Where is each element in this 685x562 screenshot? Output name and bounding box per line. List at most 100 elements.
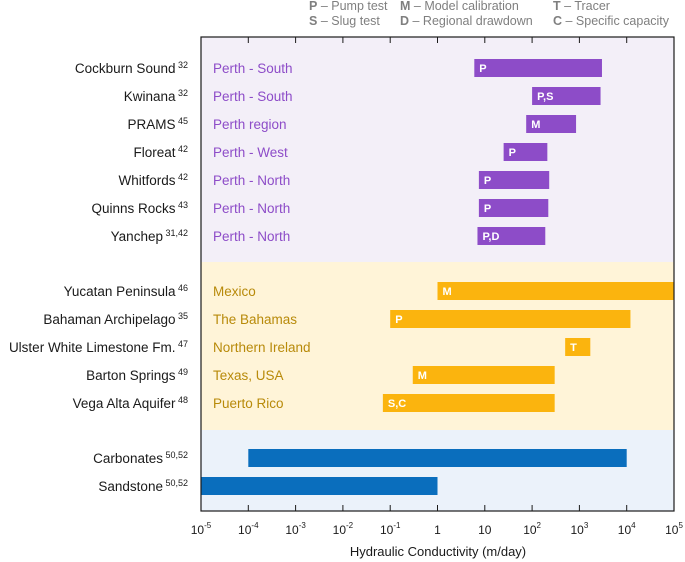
x-tick-base: 10 [333, 523, 347, 537]
x-tick-label: 103 [570, 521, 588, 537]
dataset-label: Yanchep 31,42 [111, 228, 188, 244]
x-tick-label: 105 [665, 521, 683, 537]
x-tick-label: 1 [434, 523, 441, 537]
x-tick-label: 10 [478, 523, 492, 537]
dataset-ref: 50,52 [163, 478, 188, 488]
legend-entry: S – Slug test [309, 14, 380, 28]
location-label: Perth - South [213, 61, 293, 76]
legend-text: – Slug test [317, 14, 380, 28]
bar-barton-springs [412, 366, 555, 384]
x-tick-base: 10 [665, 523, 679, 537]
bar-method-label: P [479, 63, 486, 75]
dataset-label: PRAMS 45 [127, 116, 188, 132]
dataset-name: Floreat [133, 145, 175, 160]
dataset-label: Quinns Rocks 43 [91, 200, 188, 216]
legend-key: S [309, 14, 317, 28]
location-label: The Bahamas [213, 312, 297, 327]
location-label: Mexico [213, 284, 256, 299]
x-tick-label: 10-4 [238, 521, 259, 537]
x-tick-exponent: -2 [346, 521, 354, 530]
dataset-label: Cockburn Sound 32 [75, 60, 188, 76]
location-label: Perth - North [213, 173, 290, 188]
bar-method-label: M [531, 119, 540, 131]
bar-vega-alta-aquifer [382, 394, 555, 412]
legend-entry: T – Tracer [553, 0, 610, 13]
x-tick-base: 1 [434, 523, 441, 537]
x-tick-base: 10 [570, 523, 584, 537]
bar-kwinana [532, 87, 601, 105]
group-backgrounds [201, 37, 674, 511]
bar-method-label: P,D [482, 231, 499, 243]
legend-key: M [400, 0, 410, 13]
legend-key: D [400, 14, 409, 28]
bar-sandstone [201, 477, 438, 495]
bar-floreat [503, 143, 548, 161]
x-axis-title: Hydraulic Conductivity (m/day) [350, 544, 526, 559]
location-label: Northern Ireland [213, 340, 311, 355]
dataset-label: Yucatan Peninsula 46 [64, 283, 188, 299]
dataset-name: Carbonates [93, 451, 163, 466]
dataset-ref: 47 [175, 339, 188, 349]
location-label: Perth - North [213, 229, 290, 244]
x-tick-exponent: -5 [204, 521, 212, 530]
dataset-ref: 32 [175, 88, 188, 98]
location-label: Perth - South [213, 89, 293, 104]
x-tick-base: 10 [191, 523, 205, 537]
bar-method-label: M [418, 370, 427, 382]
bar-bahaman-archipelago [390, 310, 631, 328]
bar-ulster-white-limestone-fm- [565, 338, 591, 356]
dataset-name: Cockburn Sound [75, 61, 176, 76]
x-tick-exponent: -4 [251, 521, 259, 530]
x-tick-base: 10 [618, 523, 632, 537]
dataset-ref: 35 [175, 311, 188, 321]
legend-text: – Model calibration [410, 0, 518, 13]
x-tick-base: 10 [285, 523, 299, 537]
dataset-label: Floreat 42 [133, 144, 188, 160]
legend-text: – Regional drawdown [409, 14, 533, 28]
dataset-label: Ulster White Limestone Fm. 47 [9, 339, 188, 355]
plot-frame [200, 36, 675, 512]
dataset-label: Vega Alta Aquifer 48 [73, 395, 188, 411]
x-tick-base: 10 [523, 523, 537, 537]
bars: P Cockburn Sound 32 Perth - South P,S Kwinan… [9, 59, 674, 495]
dataset-ref: 32 [175, 60, 188, 70]
dataset-label: Carbonates 50,52 [93, 450, 188, 466]
dataset-ref: 50,52 [163, 450, 188, 460]
dataset-name: Kwinana [124, 89, 176, 104]
dataset-name: PRAMS [127, 117, 175, 132]
legend-text: – Pump test [317, 0, 388, 13]
group-band-general [201, 430, 674, 511]
dataset-name: Barton Springs [86, 368, 176, 383]
dataset-ref: 49 [175, 367, 188, 377]
x-tick-label: 10-5 [191, 521, 212, 537]
dataset-name: Ulster White Limestone Fm. [9, 340, 176, 355]
dataset-ref: 43 [175, 200, 188, 210]
legend-key: T [553, 0, 561, 13]
dataset-label: Kwinana 32 [124, 88, 188, 104]
x-tick-exponent: 3 [584, 521, 589, 530]
bar-yanchep [477, 227, 546, 245]
location-label: Puerto Rico [213, 396, 284, 411]
dataset-label: Sandstone 50,52 [98, 478, 188, 494]
x-tick-base: 10 [380, 523, 394, 537]
dataset-name: Yucatan Peninsula [64, 284, 176, 299]
dataset-ref: 45 [175, 116, 188, 126]
location-label: Perth - West [213, 145, 288, 160]
x-tick-exponent: 2 [537, 521, 542, 530]
dataset-name: Sandstone [98, 479, 163, 494]
dataset-ref: 31,42 [163, 228, 188, 238]
legend-entry: D – Regional drawdown [400, 14, 533, 28]
location-label: Perth - North [213, 201, 290, 216]
x-tick-label: 10-3 [285, 521, 306, 537]
bar-method-label: P [395, 314, 402, 326]
x-axis: 10-5 10-4 10-3 10-2 10-1 1 10 102 103 104 105 [191, 521, 684, 537]
x-tick-base: 10 [238, 523, 252, 537]
legend-text: – Tracer [561, 0, 610, 13]
dataset-name: Whitfords [118, 173, 175, 188]
dataset-ref: 48 [175, 395, 188, 405]
legend-entry: P – Pump test [309, 0, 388, 13]
dataset-ref: 42 [175, 144, 188, 154]
legend-entry: C – Specific capacity [553, 14, 670, 28]
